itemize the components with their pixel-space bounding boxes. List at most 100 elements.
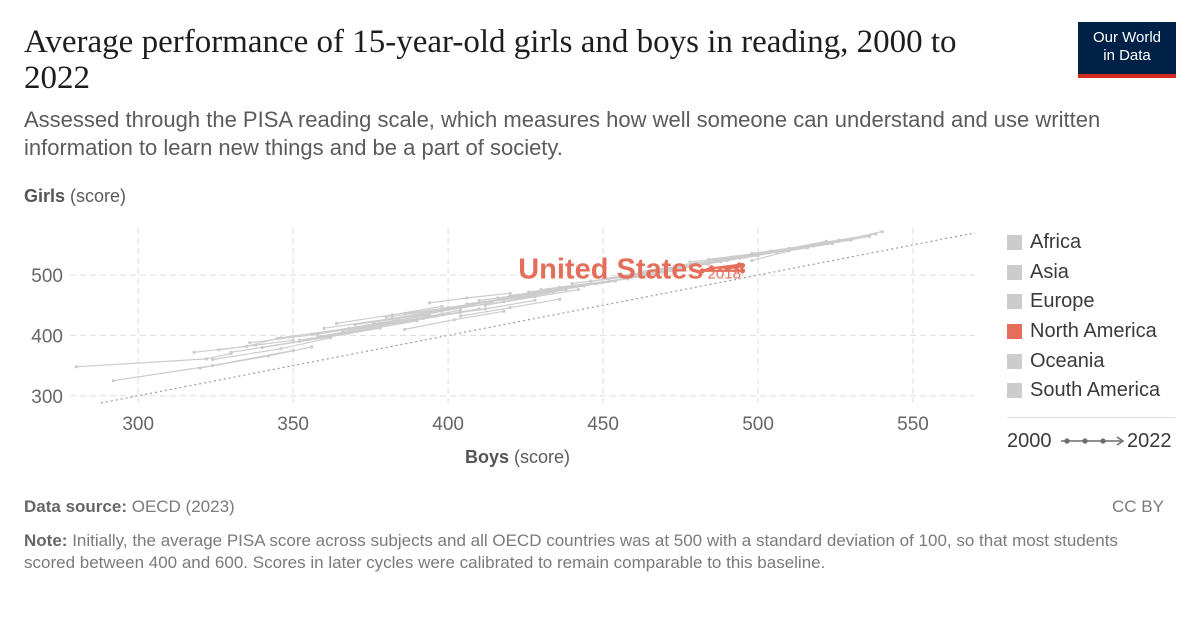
background-series-point	[279, 336, 283, 340]
background-series-point	[310, 332, 314, 336]
background-series-point	[533, 298, 537, 303]
region-legend: Africa Asia Europe North America Oceania Sout…	[1007, 228, 1192, 406]
legend-swatch	[1007, 383, 1022, 399]
equality-reference-line	[100, 232, 976, 404]
background-series-point	[403, 327, 407, 331]
background-series-point	[198, 366, 202, 370]
background-series-point	[502, 309, 506, 313]
background-series-point	[626, 277, 630, 281]
y-axis-title-unit: (score)	[70, 186, 127, 206]
background-series-point	[316, 335, 320, 339]
background-series-line[interactable]	[76, 352, 232, 368]
x-tick-label: 350	[277, 414, 309, 435]
grid	[70, 228, 975, 403]
legend-label: South America	[1030, 379, 1161, 402]
background-series-point	[465, 296, 469, 300]
background-series-point	[694, 261, 698, 265]
background-series-point	[266, 354, 270, 358]
note-text: Initially, the average PISA score across…	[24, 531, 1118, 572]
background-series-point	[341, 328, 345, 333]
background-series-point	[390, 313, 394, 317]
y-axis-title: Girls (score)	[24, 186, 126, 207]
background-series-point	[508, 306, 512, 310]
legend-label: Asia	[1030, 260, 1069, 283]
chart-subtitle: Assessed through the PISA reading scale,…	[24, 107, 1101, 160]
owid-logo[interactable]: Our World in Data	[1078, 22, 1176, 78]
x-tick-label: 400	[432, 414, 464, 435]
background-series-point	[533, 295, 537, 299]
background-series-point	[458, 314, 463, 318]
highlight-series-point[interactable]	[736, 262, 743, 268]
legend-item-asia[interactable]: Asia	[1007, 258, 1192, 288]
background-series-point	[210, 357, 215, 362]
background-series-point	[334, 321, 339, 325]
background-series-line[interactable]	[113, 349, 294, 382]
legend-label: Oceania	[1030, 349, 1105, 372]
legend-item-africa[interactable]: Africa	[1007, 228, 1192, 258]
background-series-point	[508, 291, 512, 295]
legend-item-south-america[interactable]: South America	[1007, 376, 1192, 406]
background-series-point	[359, 325, 363, 329]
logo-text: Our World in Data	[1078, 29, 1176, 65]
background-series-point	[229, 350, 233, 354]
highlight-series-point[interactable]	[708, 265, 715, 272]
legend-swatch	[1007, 264, 1022, 280]
background-series-point	[421, 316, 425, 321]
x-axis-title-bold: Boys	[465, 447, 510, 467]
background-series-point	[496, 296, 500, 300]
legend-swatch	[1007, 324, 1022, 340]
background-series-point	[570, 281, 574, 286]
background-series-point	[458, 308, 463, 312]
logo-line-1: Our World	[1092, 29, 1162, 46]
background-series-point	[279, 347, 283, 351]
legend-swatch	[1007, 353, 1022, 369]
legend-item-north-america[interactable]: North America	[1007, 317, 1192, 347]
highlight-year-label: 2018	[708, 265, 741, 282]
x-tick-label: 300	[122, 414, 154, 435]
x-axis-title: Boys (score)	[465, 447, 570, 468]
highlight-series-point[interactable]	[699, 268, 705, 274]
legend-item-oceania[interactable]: Oceania	[1007, 346, 1192, 376]
background-series-point	[440, 304, 444, 309]
background-series-line[interactable]	[788, 233, 876, 250]
legend-item-europe[interactable]: Europe	[1007, 287, 1192, 317]
background-series-point	[477, 307, 481, 311]
background-series-point	[539, 287, 543, 292]
chart-title: Average performance of 15-year-old girls…	[24, 24, 957, 96]
background-series-point	[706, 257, 711, 261]
background-series-point	[558, 297, 562, 301]
axis-ticks: 300 350 400 450 500 550 300 400 500	[31, 266, 929, 435]
data-source-link[interactable]: OECD (2023)	[131, 497, 235, 516]
y-tick-label: 500	[31, 266, 63, 287]
background-series-point	[192, 350, 196, 354]
time-arrow-icon	[1061, 436, 1125, 446]
background-series-point	[260, 345, 264, 350]
legend-label: North America	[1030, 320, 1157, 343]
background-series-point	[589, 279, 593, 283]
background-series-point	[483, 303, 487, 307]
background-series-point	[452, 318, 456, 322]
data-source-label: Data source:	[24, 497, 127, 516]
time-legend-start: 2000	[1007, 430, 1052, 452]
license-link[interactable]: CC BY	[1112, 497, 1164, 516]
background-series-point	[477, 298, 481, 303]
background-series-point	[483, 307, 487, 311]
highlight-series-point[interactable]	[724, 266, 730, 272]
chart-note: Note: Initially, the average PISA score …	[24, 530, 1154, 574]
highlight-series-label[interactable]: United States	[518, 253, 703, 285]
background-series-point	[750, 258, 754, 263]
legend-divider	[1007, 417, 1175, 418]
background-series-point	[248, 341, 252, 345]
background-series-point	[465, 302, 469, 306]
background-series-point	[787, 246, 791, 251]
background-series-point	[291, 338, 295, 342]
x-tick-label: 500	[742, 414, 774, 435]
legend-swatch	[1007, 294, 1022, 310]
time-legend: 2000 2022	[1007, 429, 1192, 455]
data-labels: United States 2018	[518, 253, 741, 285]
background-series-point	[111, 379, 115, 383]
highlight-series-point[interactable]	[739, 268, 746, 274]
x-axis-title-unit: (score)	[514, 447, 571, 467]
background-series-point	[353, 322, 357, 327]
